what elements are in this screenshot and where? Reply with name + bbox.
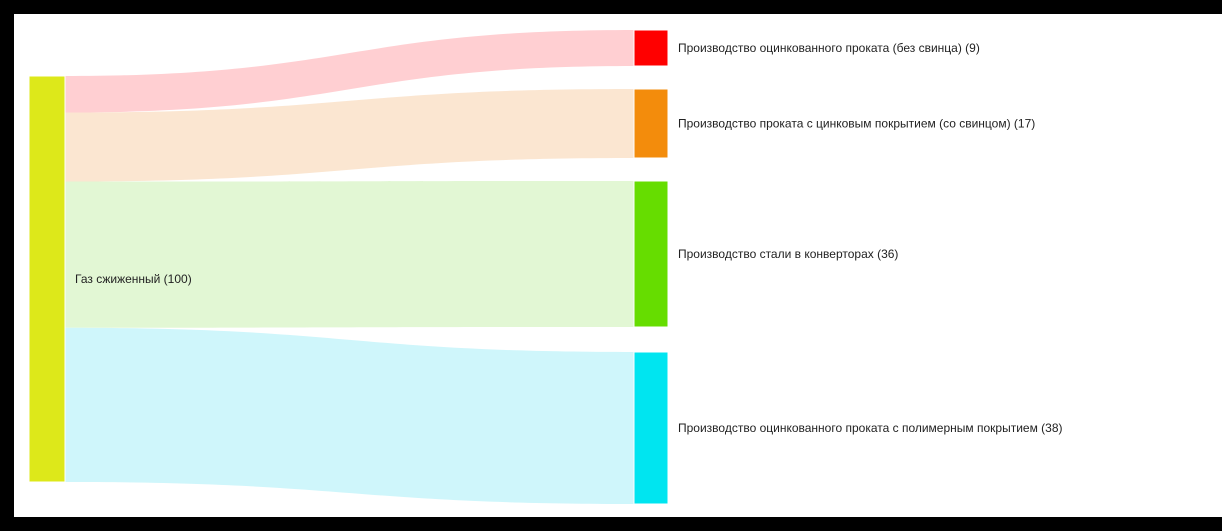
sankey-target-label-1: Производство оцинкованного проката (без … (678, 41, 980, 55)
sankey-nodes (28, 29, 669, 505)
sankey-source-label: Газ сжиженный (100) (75, 272, 192, 286)
sankey-target-node-4[interactable] (633, 351, 669, 505)
sankey-link-2[interactable] (65, 89, 634, 182)
sankey-target-label-3: Производство стали в конверторах (36) (678, 247, 898, 261)
sankey-link-4[interactable] (65, 327, 634, 504)
sankey-labels: Производство оцинкованного проката (без … (75, 41, 1063, 435)
sankey-target-node-2[interactable] (633, 88, 669, 159)
sankey-link-3[interactable] (65, 181, 634, 328)
sankey-diagram: Производство оцинкованного проката (без … (28, 29, 1063, 505)
sankey-target-node-1[interactable] (633, 29, 669, 67)
sankey-target-label-2: Производство проката с цинковым покрытие… (678, 117, 1035, 131)
sankey-target-label-4: Производство оцинкованного проката с пол… (678, 421, 1063, 435)
sankey-link-1[interactable] (65, 30, 634, 113)
sankey-target-node-3[interactable] (633, 180, 669, 328)
sankey-canvas: Производство оцинкованного проката (без … (14, 14, 1222, 517)
sankey-links (65, 30, 634, 504)
sankey-source-node[interactable] (28, 75, 66, 483)
